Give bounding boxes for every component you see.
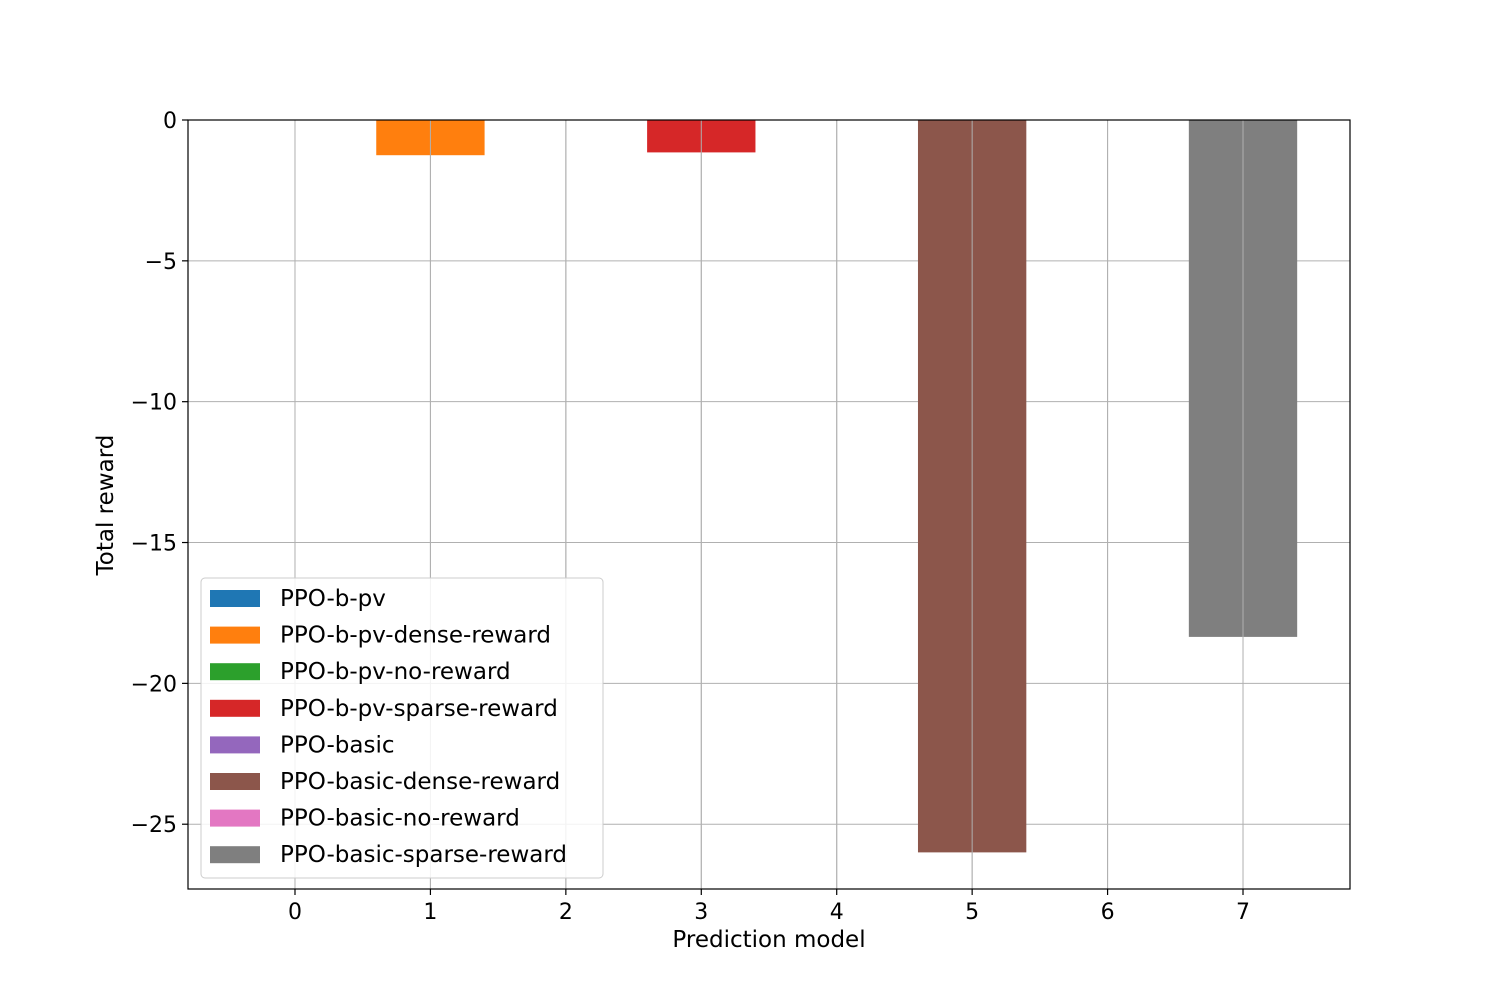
legend-swatch xyxy=(210,809,260,827)
y-tick-label: −25 xyxy=(131,813,177,838)
y-tick-label: −15 xyxy=(131,532,177,557)
legend-label: PPO-basic-sparse-reward xyxy=(280,842,567,868)
plot-frame xyxy=(187,119,1351,890)
legend-label: PPO-b-pv xyxy=(280,586,386,612)
x-tick-label: 0 xyxy=(288,900,302,925)
legend: PPO-b-pv PPO-b-pv-dense-reward PPO-b-pv-no… xyxy=(200,577,604,879)
legend-label: PPO-b-pv-no-reward xyxy=(280,659,511,685)
y-tick-label: −10 xyxy=(131,391,177,416)
y-axis-title: Total reward xyxy=(93,435,119,577)
legend-swatch xyxy=(210,626,260,644)
x-axis-title: Prediction model xyxy=(672,927,865,953)
legend-swatch xyxy=(210,590,260,607)
x-tick-label: 1 xyxy=(423,900,437,925)
legend-label: PPO-b-pv-sparse-reward xyxy=(280,696,558,722)
y-tick-label: 0 xyxy=(163,109,177,134)
legend-label: PPO-b-pv-dense-reward xyxy=(280,623,551,649)
axis-ticks: 0 1 2 3 4 5 6 7 0 −5 −10 −15 −20 −25 xyxy=(131,109,1250,925)
legend-box xyxy=(200,577,604,879)
x-tick-label: 4 xyxy=(830,900,844,925)
legend-label: PPO-basic-dense-reward xyxy=(280,769,560,795)
x-tick-label: 7 xyxy=(1236,900,1250,925)
grid-lines-over-bars xyxy=(294,120,1244,889)
legend-swatch xyxy=(210,736,260,754)
y-tick-label: −20 xyxy=(131,672,177,697)
legend-label: PPO-basic-no-reward xyxy=(280,806,520,832)
legend-swatch xyxy=(210,663,260,681)
x-tick-label: 2 xyxy=(559,900,573,925)
legend-swatch xyxy=(210,846,260,864)
legend-label: PPO-basic xyxy=(280,732,395,758)
legend-swatch xyxy=(210,699,260,717)
x-tick-label: 6 xyxy=(1101,900,1115,925)
x-tick-label: 3 xyxy=(694,900,708,925)
legend-swatch xyxy=(210,773,260,790)
y-tick-label: −5 xyxy=(145,250,177,275)
x-tick-label: 5 xyxy=(965,900,979,925)
